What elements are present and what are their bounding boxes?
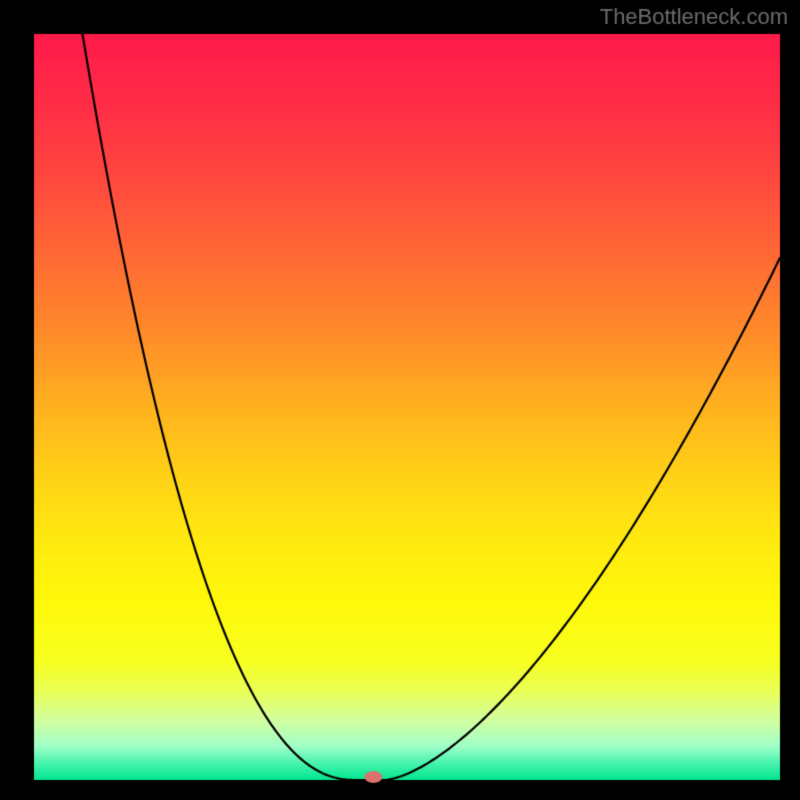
bottleneck-chart — [0, 0, 800, 800]
